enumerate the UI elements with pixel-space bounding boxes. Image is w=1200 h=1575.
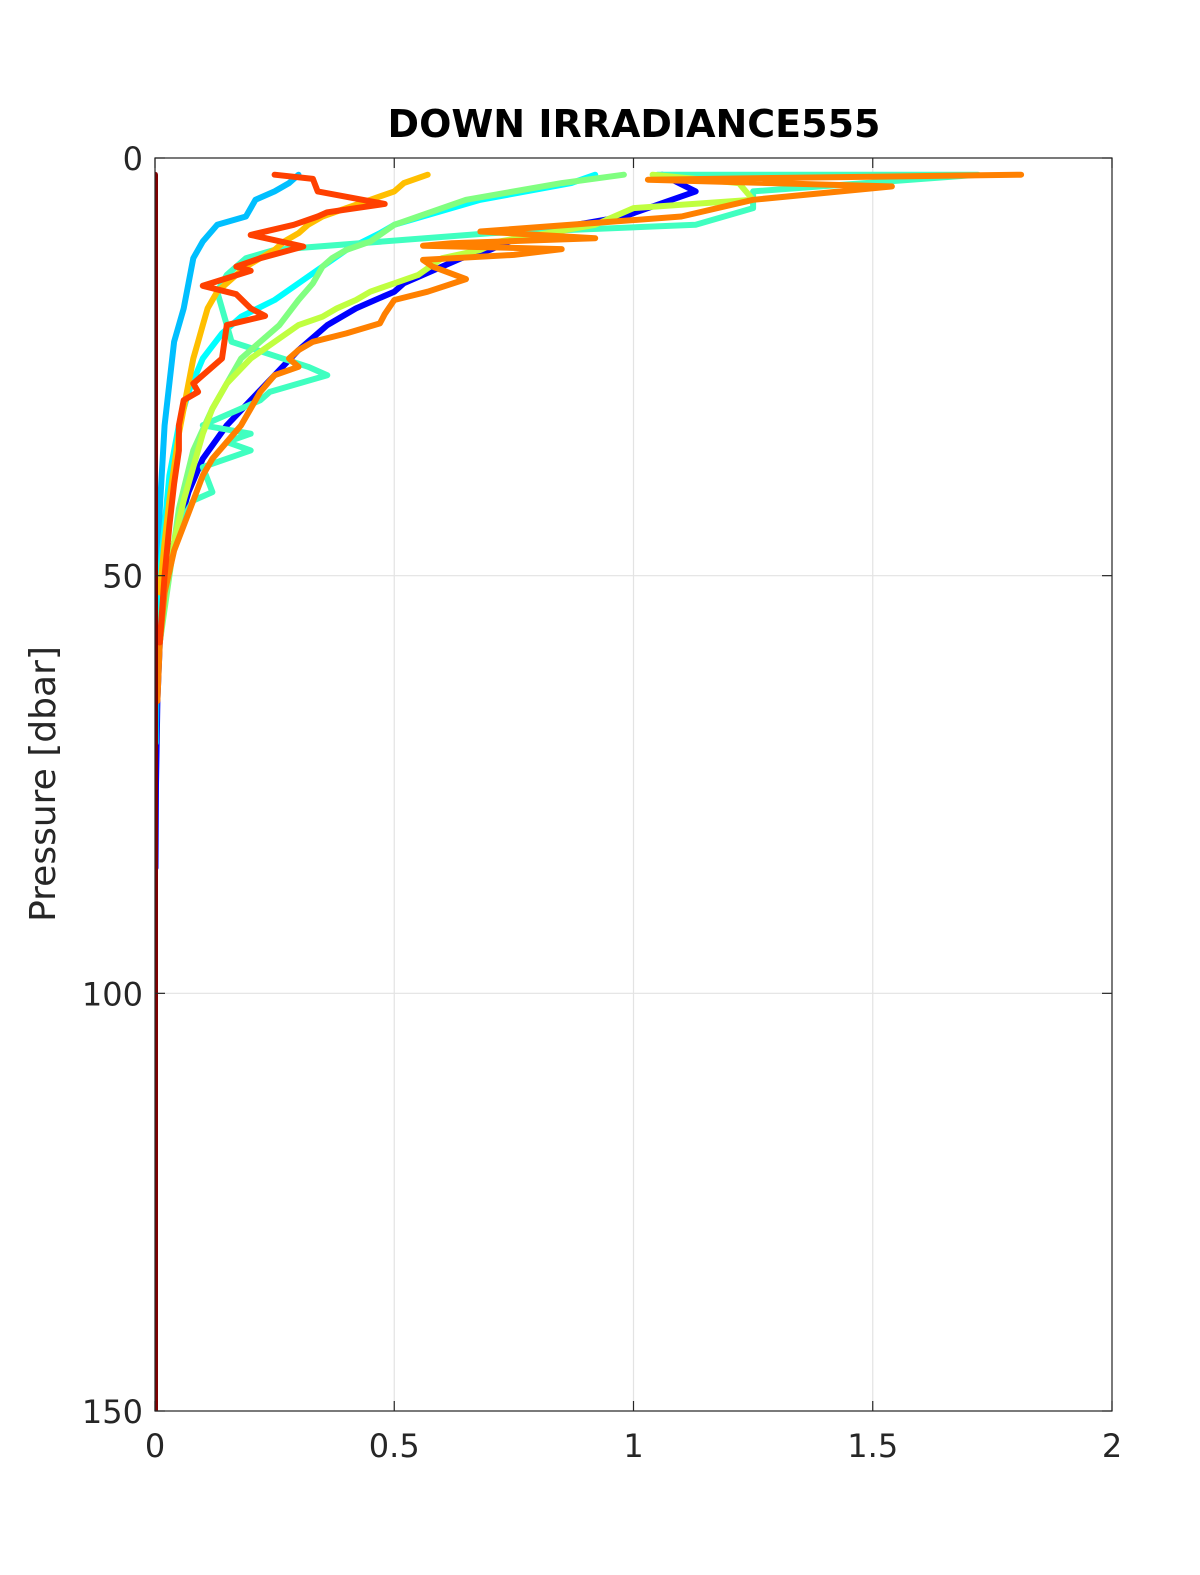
series-line-8	[156, 171, 388, 646]
x-tick-label: 1	[623, 1427, 643, 1465]
axis-ticks	[154, 157, 1113, 1412]
y-tick-label: 0	[123, 140, 143, 178]
x-tick-label: 2	[1102, 1427, 1122, 1465]
y-tick-label: 50	[102, 558, 143, 596]
x-tick-labels: 0 0.5 1 1.5 2	[145, 1427, 1122, 1465]
x-tick-label: 0.5	[369, 1427, 420, 1465]
x-tick-label: 0	[145, 1427, 165, 1465]
y-tick-label: 100	[82, 975, 143, 1013]
series-line-4	[156, 171, 627, 646]
y-axis-label: Pressure [dbar]	[23, 646, 64, 922]
x-tick-label: 1.5	[847, 1427, 898, 1465]
series-layer	[155, 171, 1025, 1411]
y-tick-label: 150	[82, 1393, 143, 1431]
series-line-3	[156, 171, 981, 621]
series-line-1	[155, 171, 302, 746]
plot-area	[155, 171, 1025, 1411]
y-tick-labels: 0 50 100 150	[82, 140, 143, 1431]
grid	[154, 157, 1113, 1412]
chart-title: DOWN IRRADIANCE555	[388, 102, 881, 146]
series-line-7	[155, 171, 1025, 704]
